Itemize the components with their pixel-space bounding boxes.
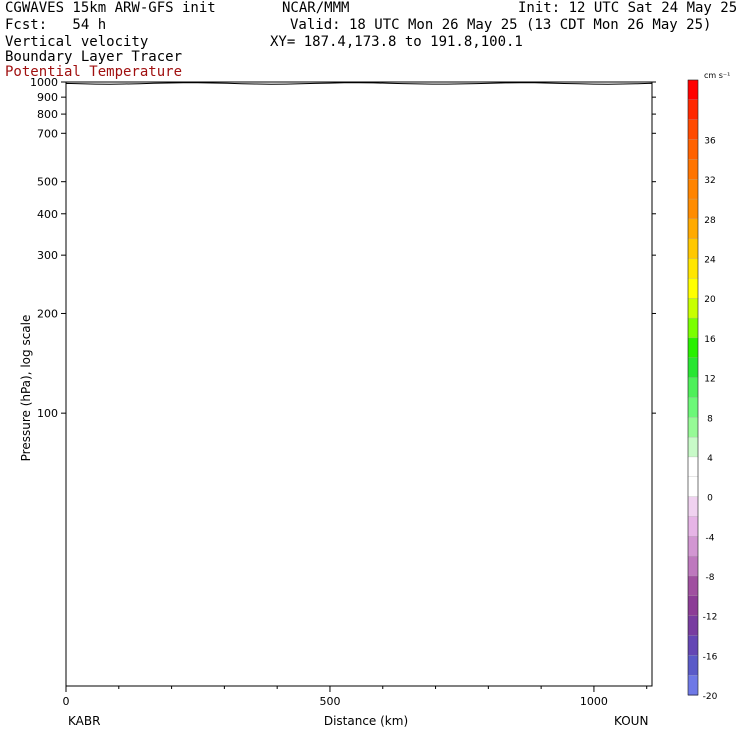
colorbar-tick-label: -4 (706, 533, 715, 543)
colorbar-bin (687, 675, 699, 696)
colorbar-bin (687, 317, 699, 339)
colorbar-bin (687, 377, 699, 399)
colorbar-bin (687, 218, 699, 240)
x-tick-label: 500 (319, 695, 340, 708)
colorbar-tick-label: 16 (704, 335, 716, 345)
x-tick-label: 0 (63, 695, 70, 708)
colorbar-bin (687, 119, 699, 141)
colorbar-bin (687, 496, 699, 518)
axes: 100 200 300 400 500 700 800 900 1000 0 500 1000 (30, 76, 656, 708)
colorbar-bin (687, 159, 699, 180)
colorbar-bin (687, 258, 699, 280)
colorbar-bin (687, 436, 699, 458)
colorbar-bin (687, 337, 699, 359)
colorbar-tick-label: 0 (707, 494, 713, 504)
y-tick-label: 1000 (30, 76, 58, 89)
colorbar-tick-label: -20 (703, 692, 718, 702)
colorbar-bin (687, 655, 699, 676)
y-tick-label: 200 (37, 307, 58, 320)
colorbar-tick-label: -8 (706, 573, 715, 583)
colorbar-bin (687, 536, 699, 557)
x-axis-title: Distance (km) (324, 714, 408, 728)
y-tick-label: 800 (37, 108, 58, 121)
valid-time: Valid: 18 UTC Mon 26 May 25 (13 CDT Mon … (290, 17, 712, 33)
colorbar-bin (687, 417, 699, 438)
organization: NCAR/MMM (282, 0, 350, 16)
terrain-profile (66, 82, 652, 686)
y-tick-label: 500 (37, 176, 58, 189)
forecast-hour: Fcst: 54 h (5, 17, 107, 33)
colorbar-bin (687, 198, 699, 220)
colorbar-bin (687, 516, 699, 537)
colorbar: 36 32 28 24 20 16 12 8 4 0 -4 -8 -12 -16 -20 cm s⁻¹ (687, 71, 730, 702)
colorbar-bin (687, 278, 699, 299)
colorbar-bin (687, 456, 699, 478)
colorbar-bin (687, 99, 699, 121)
colorbar-bin (687, 635, 699, 656)
y-tick-label: 100 (37, 407, 58, 420)
x-start-station: KABR (68, 714, 101, 728)
colorbar-bin (687, 298, 699, 319)
colorbar-frame (687, 79, 699, 696)
y-tick-label: 300 (37, 249, 58, 262)
colorbar-bin (687, 555, 699, 577)
colorbar-unit: cm s⁻¹ (704, 71, 730, 80)
colorbar-tick-label: 8 (707, 414, 713, 424)
colorbar-tick-label: 36 (704, 137, 716, 147)
colorbar-bin (687, 595, 699, 617)
colorbar-bin (687, 575, 699, 597)
colorbar-tick-label: 4 (707, 454, 713, 464)
colorbar-tick-label: 20 (704, 295, 716, 305)
cross-section-endpoints: XY= 187.4,173.8 to 191.8,100.1 (270, 34, 523, 50)
colorbar-bin (687, 139, 699, 161)
colorbar-tick-label: 24 (704, 256, 716, 266)
colorbar-tick-label: 12 (704, 375, 715, 385)
colorbar-bin (687, 79, 699, 101)
y-axis-title: Pressure (hPa), log scale (19, 315, 33, 462)
colorbar-tick-label: 32 (704, 176, 715, 186)
colorbar-bin (687, 476, 699, 498)
colorbar-tick-label: -12 (703, 613, 718, 623)
plot-area: 4204154204154104054104054003953954003903… (66, 82, 652, 686)
colorbar-bin (687, 397, 699, 418)
y-tick-label: 900 (37, 91, 58, 104)
field-vertical-velocity: Vertical velocity (5, 34, 149, 50)
field-potential-temperature: Potential Temperature (5, 64, 183, 80)
colorbar-tick-label: -16 (703, 652, 718, 662)
colorbar-bin (687, 179, 699, 200)
init-time: Init: 12 UTC Sat 24 May 25 (518, 0, 738, 16)
colorbar-bin (687, 357, 699, 379)
x-tick-label: 1000 (580, 695, 608, 708)
colorbar-bin (687, 615, 699, 637)
y-tick-label: 400 (37, 208, 58, 221)
model-title: CGWAVES 15km ARW-GFS init (5, 0, 216, 16)
y-tick-label: 700 (37, 127, 58, 140)
colorbar-bin (687, 238, 699, 260)
colorbar-tick-label: 28 (704, 216, 716, 226)
field-boundary-layer-tracer: Boundary Layer Tracer (5, 49, 183, 65)
x-end-station: KOUN (614, 714, 649, 728)
plot-frame (65, 81, 653, 687)
